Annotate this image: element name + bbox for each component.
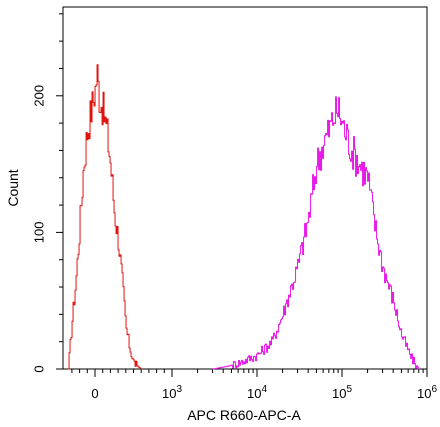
- histogram-series-2: [212, 96, 420, 370]
- y-tick-label: 0: [32, 365, 47, 372]
- x-axis: 0 103 104 105 106: [71, 369, 437, 401]
- x-tick-label: 0: [91, 386, 98, 401]
- x-tick-label: 106: [417, 384, 437, 401]
- x-tick-label: 105: [332, 384, 352, 401]
- y-axis-title: Count: [5, 169, 21, 206]
- x-axis-title: APC R660-APC-A: [187, 407, 301, 423]
- x-tick-label: 104: [247, 384, 267, 401]
- y-tick-label: 100: [32, 222, 47, 244]
- y-axis: 0 100 200: [32, 13, 63, 373]
- y-tick-label: 200: [32, 85, 47, 107]
- x-tick-label: 103: [162, 384, 182, 401]
- histogram-series-1: [68, 64, 143, 370]
- series-layer: [68, 64, 420, 370]
- plot-frame: [62, 6, 428, 370]
